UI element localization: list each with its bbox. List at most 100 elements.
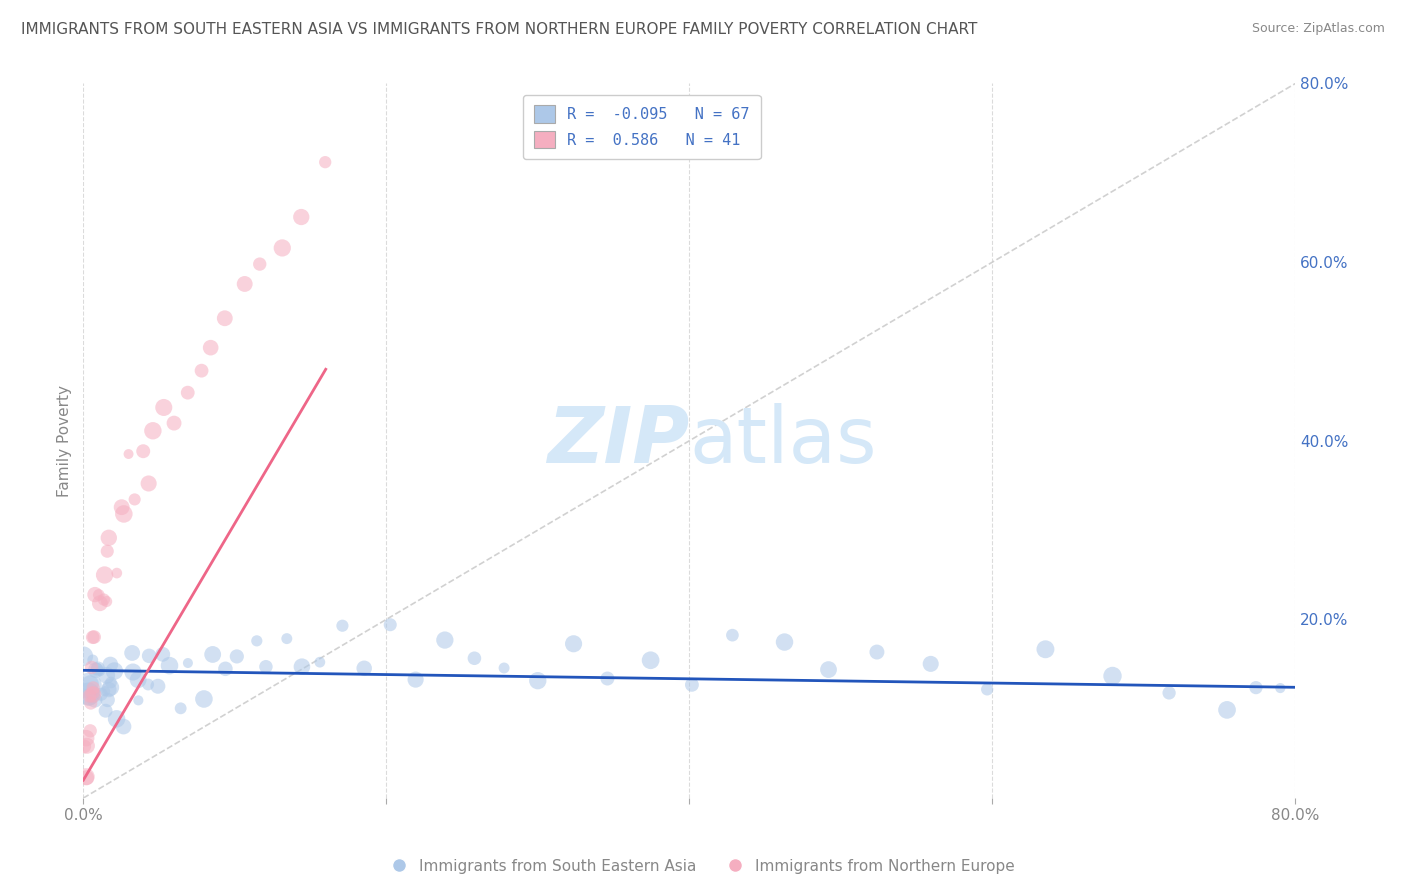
- Point: [97, 682, 120, 697]
- Legend: Immigrants from South Eastern Asia, Immigrants from Northern Europe: Immigrants from South Eastern Asia, Immi…: [385, 853, 1021, 880]
- Point: [193, 692, 215, 706]
- Point: [132, 444, 155, 458]
- Point: [111, 500, 134, 515]
- Point: [494, 661, 516, 675]
- Point: [127, 673, 149, 687]
- Point: [80, 660, 103, 674]
- Point: [214, 311, 236, 326]
- Point: [1035, 642, 1057, 657]
- Point: [94, 684, 117, 698]
- Point: [72, 649, 94, 664]
- Point: [117, 447, 139, 461]
- Point: [100, 675, 122, 690]
- Point: [190, 364, 212, 378]
- Point: [138, 648, 160, 663]
- Point: [75, 770, 97, 784]
- Text: atlas: atlas: [689, 403, 877, 479]
- Point: [83, 630, 105, 644]
- Point: [112, 720, 135, 734]
- Point: [89, 596, 111, 610]
- Point: [82, 681, 104, 695]
- Point: [93, 568, 115, 582]
- Point: [526, 673, 548, 688]
- Point: [87, 588, 110, 602]
- Point: [83, 693, 105, 707]
- Point: [76, 739, 98, 753]
- Point: [89, 664, 111, 678]
- Point: [105, 712, 128, 726]
- Point: [1270, 681, 1292, 695]
- Point: [138, 476, 160, 491]
- Point: [254, 659, 277, 673]
- Point: [82, 653, 104, 667]
- Point: [80, 696, 103, 710]
- Point: [82, 630, 104, 644]
- Point: [177, 385, 200, 400]
- Point: [146, 679, 169, 693]
- Point: [291, 659, 314, 673]
- Point: [82, 686, 104, 700]
- Point: [866, 645, 889, 659]
- Point: [169, 701, 191, 715]
- Point: [163, 416, 186, 430]
- Point: [79, 677, 101, 691]
- Point: [103, 664, 125, 678]
- Point: [201, 648, 224, 662]
- Point: [79, 689, 101, 703]
- Point: [920, 657, 942, 671]
- Point: [233, 277, 256, 291]
- Point: [1101, 669, 1123, 683]
- Point: [105, 566, 128, 580]
- Point: [332, 618, 354, 632]
- Legend: R =  -0.095   N = 67, R =  0.586   N = 41: R = -0.095 N = 67, R = 0.586 N = 41: [523, 95, 761, 159]
- Point: [640, 653, 662, 667]
- Point: [817, 663, 839, 677]
- Point: [77, 687, 100, 701]
- Point: [87, 662, 110, 676]
- Point: [308, 655, 330, 669]
- Point: [271, 241, 294, 255]
- Point: [177, 656, 200, 670]
- Point: [380, 617, 402, 632]
- Point: [84, 588, 107, 602]
- Point: [405, 673, 427, 687]
- Point: [77, 679, 100, 693]
- Text: Source: ZipAtlas.com: Source: ZipAtlas.com: [1251, 22, 1385, 36]
- Point: [79, 690, 101, 704]
- Point: [1244, 681, 1267, 695]
- Point: [681, 678, 703, 692]
- Point: [122, 665, 145, 679]
- Point: [246, 633, 269, 648]
- Point: [79, 723, 101, 738]
- Y-axis label: Family Poverty: Family Poverty: [58, 384, 72, 497]
- Point: [290, 210, 312, 224]
- Point: [127, 693, 149, 707]
- Point: [142, 424, 165, 438]
- Point: [94, 704, 117, 718]
- Point: [124, 492, 146, 507]
- Point: [82, 688, 104, 702]
- Point: [200, 341, 222, 355]
- Point: [97, 693, 120, 707]
- Point: [90, 687, 112, 701]
- Point: [96, 668, 118, 682]
- Point: [100, 681, 122, 695]
- Point: [276, 632, 298, 646]
- Point: [773, 635, 796, 649]
- Point: [121, 646, 143, 660]
- Point: [159, 658, 181, 673]
- Point: [314, 155, 336, 169]
- Point: [93, 592, 115, 607]
- Point: [75, 731, 97, 745]
- Point: [463, 651, 485, 665]
- Text: IMMIGRANTS FROM SOUTH EASTERN ASIA VS IMMIGRANTS FROM NORTHERN EUROPE FAMILY POV: IMMIGRANTS FROM SOUTH EASTERN ASIA VS IM…: [21, 22, 977, 37]
- Point: [96, 594, 118, 608]
- Point: [73, 739, 96, 754]
- Point: [98, 657, 121, 672]
- Point: [353, 661, 375, 675]
- Point: [112, 507, 135, 521]
- Point: [214, 662, 236, 676]
- Point: [86, 662, 108, 676]
- Point: [97, 531, 120, 545]
- Point: [596, 672, 619, 686]
